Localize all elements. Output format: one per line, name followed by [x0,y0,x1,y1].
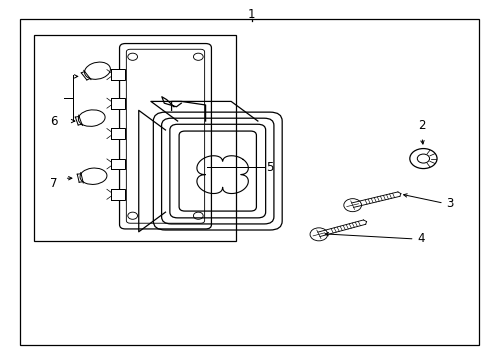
Bar [111,189,125,200]
Bar [111,128,125,139]
Text: 1: 1 [247,9,255,22]
Text: 6: 6 [50,114,57,127]
Ellipse shape [80,168,107,184]
Ellipse shape [84,62,110,79]
Ellipse shape [78,110,105,126]
Circle shape [193,212,203,219]
Text: 7: 7 [50,177,57,190]
Text: 4: 4 [416,233,424,246]
Circle shape [309,228,327,241]
Circle shape [193,53,203,60]
Bar [111,98,125,109]
Circle shape [127,212,137,219]
Bar [111,69,125,80]
Text: 2: 2 [417,119,425,132]
Bar [111,158,125,169]
Circle shape [343,199,361,212]
Bar [34,35,236,241]
Text: 3: 3 [446,197,453,210]
Circle shape [127,53,137,60]
Text: 5: 5 [266,161,273,174]
